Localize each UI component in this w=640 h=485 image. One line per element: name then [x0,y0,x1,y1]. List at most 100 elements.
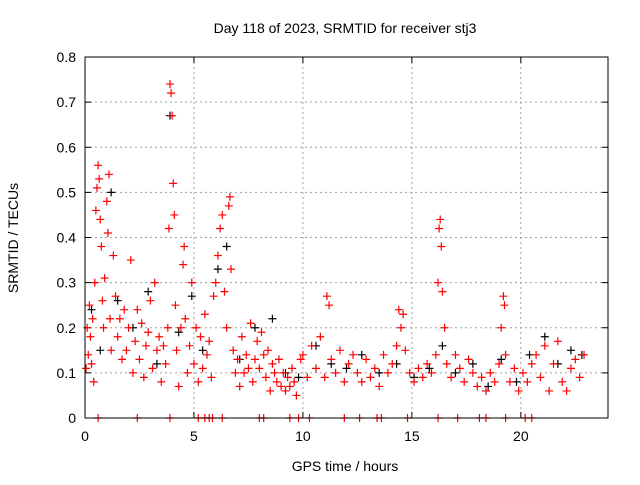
primary-point [94,161,103,170]
secondary-point [222,242,231,251]
primary-point [545,386,554,395]
primary-point [322,292,331,301]
primary-point [281,386,290,395]
primary-point [277,382,286,391]
primary-point [427,368,436,377]
primary-point [414,364,423,373]
primary-point [148,364,157,373]
primary-point [159,341,168,350]
primary-point [137,319,146,328]
secondary-point [342,364,351,373]
primary-point [106,314,115,323]
x-tick-label: 10 [295,428,311,444]
primary-point [107,346,116,355]
primary-point [298,350,307,359]
data-points [82,80,589,422]
primary-point [109,251,118,260]
y-tick-label: 0.4 [57,230,77,246]
primary-point [455,364,464,373]
primary-point [490,377,499,386]
x-tick-label: 5 [190,428,198,444]
secondary-point [566,346,575,355]
primary-point [209,292,218,301]
primary-point [187,278,196,287]
primary-point [235,382,244,391]
primary-point [133,305,142,314]
primary-point [288,364,297,373]
primary-point [246,319,255,328]
primary-point [505,377,514,386]
primary-point [183,368,192,377]
primary-point [349,350,358,359]
primary-point [566,364,575,373]
primary-point [481,386,490,395]
x-tick-label: 20 [513,428,529,444]
primary-point [438,287,447,296]
primary-point [157,377,166,386]
primary-point [392,341,401,350]
primary-point [290,377,299,386]
primary-point [379,350,388,359]
primary-point [87,359,96,368]
primary-point [257,328,266,337]
primary-point [283,373,292,382]
primary-point [266,386,275,395]
y-tick-label: 0 [68,410,76,426]
secondary-point [144,287,153,296]
primary-point [92,183,101,192]
primary-point [126,256,135,265]
primary-point [161,359,170,368]
primary-point [203,350,212,359]
primary-point [174,382,183,391]
ticks: 0 0.1 0.2 0.3 0.4 0.5 0.6 0.7 0.8 0 5 10 15 20 [57,49,608,444]
primary-point [248,377,257,386]
primary-point [272,377,281,386]
primary-point [571,355,580,364]
secondary-point [425,364,434,373]
primary-point [501,350,510,359]
primary-point [213,251,222,260]
primary-point [558,377,567,386]
primary-point [401,346,410,355]
primary-point [91,206,100,215]
secondary-point [268,314,277,323]
primary-point [447,373,456,382]
primary-point [200,310,209,319]
primary-point [135,355,144,364]
primary-point [437,242,446,251]
primary-point [344,359,353,368]
primary-point [510,364,519,373]
primary-point [122,346,131,355]
primary-point [103,228,112,237]
primary-point [499,292,508,301]
primary-point [128,368,137,377]
secondary-point [451,368,460,377]
primary-point [205,337,214,346]
primary-point [270,368,279,377]
secondary-point [375,368,384,377]
primary-point [532,350,541,359]
secondary-point [250,323,259,332]
secondary-point [198,346,207,355]
primary-point [303,373,312,382]
primary-point [131,337,140,346]
primary-point [83,323,92,332]
primary-point [431,350,440,359]
primary-point [436,215,445,224]
primary-point [261,373,270,382]
primary-point [237,332,246,341]
primary-point [198,364,207,373]
secondary-point [540,332,549,341]
x-axis-label: GPS time / hours [292,458,399,474]
primary-point [549,359,558,368]
primary-point [99,323,108,332]
y-axis-label: SRMTID / TECUs [5,183,21,293]
primary-point [113,332,122,341]
primary-point [155,332,164,341]
secondary-point [484,382,493,391]
primary-point [244,364,253,373]
primary-point [233,355,242,364]
secondary-point [497,355,506,364]
primary-point [185,341,194,350]
